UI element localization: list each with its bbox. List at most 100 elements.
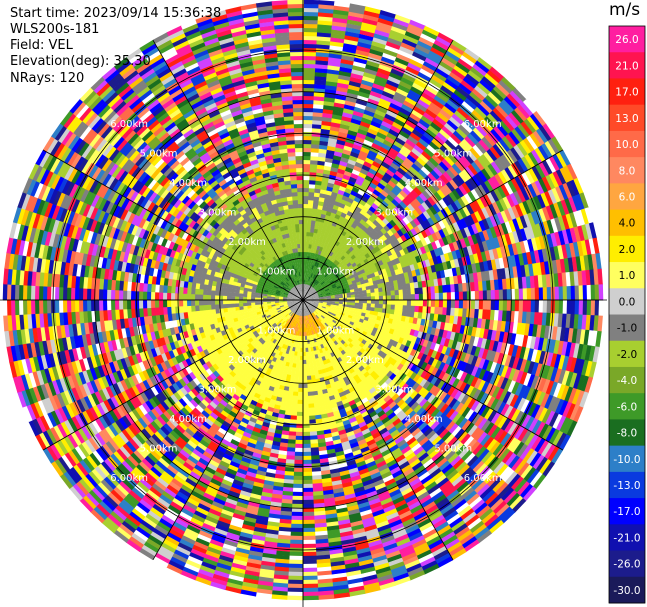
velocity-gate	[304, 292, 307, 297]
velocity-gate	[410, 177, 420, 188]
velocity-gate	[308, 272, 311, 277]
velocity-gate	[439, 108, 453, 121]
velocity-gate	[302, 475, 313, 481]
velocity-gate	[324, 253, 330, 259]
velocity-gate	[308, 290, 312, 295]
velocity-gate	[370, 44, 386, 53]
velocity-gate	[303, 35, 318, 41]
velocity-gate	[459, 54, 476, 68]
velocity-gate	[293, 383, 299, 389]
velocity-gate	[358, 33, 375, 42]
velocity-gate	[308, 291, 313, 295]
velocity-gate	[323, 201, 330, 208]
velocity-gate	[399, 45, 415, 56]
velocity-gate	[306, 235, 310, 241]
velocity-gate	[361, 164, 371, 172]
velocity-gate	[303, 43, 318, 49]
velocity-gate	[390, 125, 402, 134]
velocity-gate	[406, 27, 423, 38]
velocity-gate	[366, 292, 372, 297]
velocity-gate	[554, 300, 560, 315]
velocity-gate	[538, 300, 544, 314]
velocity-gate	[424, 57, 440, 69]
velocity-gate	[317, 282, 322, 287]
velocity-gate	[427, 125, 440, 136]
velocity-gate	[303, 63, 317, 69]
velocity-gate	[464, 97, 478, 111]
velocity-gate	[304, 283, 307, 289]
velocity-gate	[390, 209, 399, 218]
velocity-gate	[367, 185, 376, 193]
velocity-gate	[309, 281, 313, 286]
velocity-gate	[363, 192, 371, 200]
velocity-gate	[311, 135, 321, 141]
velocity-gate	[425, 108, 438, 120]
velocity-gate	[458, 124, 471, 137]
velocity-gate	[375, 216, 383, 224]
velocity-gate	[303, 175, 310, 181]
velocity-gate	[390, 162, 400, 171]
velocity-gate	[329, 216, 335, 222]
velocity-gate	[343, 104, 356, 111]
velocity-gate	[307, 268, 310, 273]
velocity-gate	[433, 135, 446, 146]
velocity-gate	[341, 152, 351, 160]
velocity-gate	[482, 290, 488, 301]
velocity-gate	[302, 495, 314, 501]
velocity-gate	[479, 79, 494, 93]
velocity-gate	[366, 303, 372, 308]
velocity-gate	[397, 167, 407, 176]
velocity-gate	[310, 147, 320, 153]
velocity-gate	[306, 263, 309, 269]
velocity-gate	[294, 443, 303, 449]
velocity-gate	[466, 291, 472, 301]
velocity-gate	[315, 237, 320, 243]
velocity-gate	[312, 283, 316, 288]
velocity-gate	[369, 222, 377, 230]
velocity-gate	[391, 198, 400, 207]
velocity-gate	[367, 127, 379, 136]
velocity-gate	[380, 56, 396, 65]
velocity-gate	[308, 199, 314, 205]
velocity-gate	[321, 276, 326, 281]
velocity-gate	[291, 499, 303, 505]
velocity-gate	[401, 126, 413, 136]
velocity-gate	[314, 270, 318, 276]
velocity-gate	[297, 387, 303, 393]
velocity-gate	[392, 216, 400, 225]
velocity-gate	[302, 387, 308, 393]
velocity-gate	[546, 300, 552, 314]
velocity-gate	[302, 443, 311, 449]
velocity-gate	[313, 284, 318, 289]
velocity-gate	[304, 279, 307, 285]
velocity-gate	[313, 104, 325, 110]
velocity-gate	[378, 203, 387, 212]
velocity-gate	[484, 115, 497, 130]
velocity-gate	[319, 273, 324, 279]
velocity-gate	[456, 107, 470, 120]
velocity-gate	[296, 415, 303, 421]
velocity-gate	[317, 16, 334, 22]
velocity-gate	[356, 157, 366, 165]
velocity-gate	[498, 79, 514, 95]
velocity-gate	[307, 395, 314, 401]
velocity-gate	[313, 196, 320, 202]
velocity-gate	[319, 268, 323, 274]
velocity-gate	[360, 146, 371, 154]
velocity-gate	[320, 185, 328, 191]
velocity-gate	[293, 459, 303, 465]
velocity-gate	[395, 214, 403, 223]
velocity-gate	[317, 204, 324, 211]
velocity-gate	[465, 73, 481, 86]
velocity-gate	[341, 54, 356, 62]
velocity-gate	[542, 287, 548, 301]
velocity-gate	[359, 209, 367, 216]
velocity-gate	[387, 75, 402, 85]
velocity-gate	[421, 150, 433, 161]
velocity-gate	[518, 300, 524, 313]
velocity-gate	[408, 58, 424, 69]
velocity-gate	[558, 286, 564, 301]
velocity-gate	[321, 181, 329, 187]
velocity-gate	[482, 300, 488, 311]
velocity-gate	[534, 287, 540, 301]
